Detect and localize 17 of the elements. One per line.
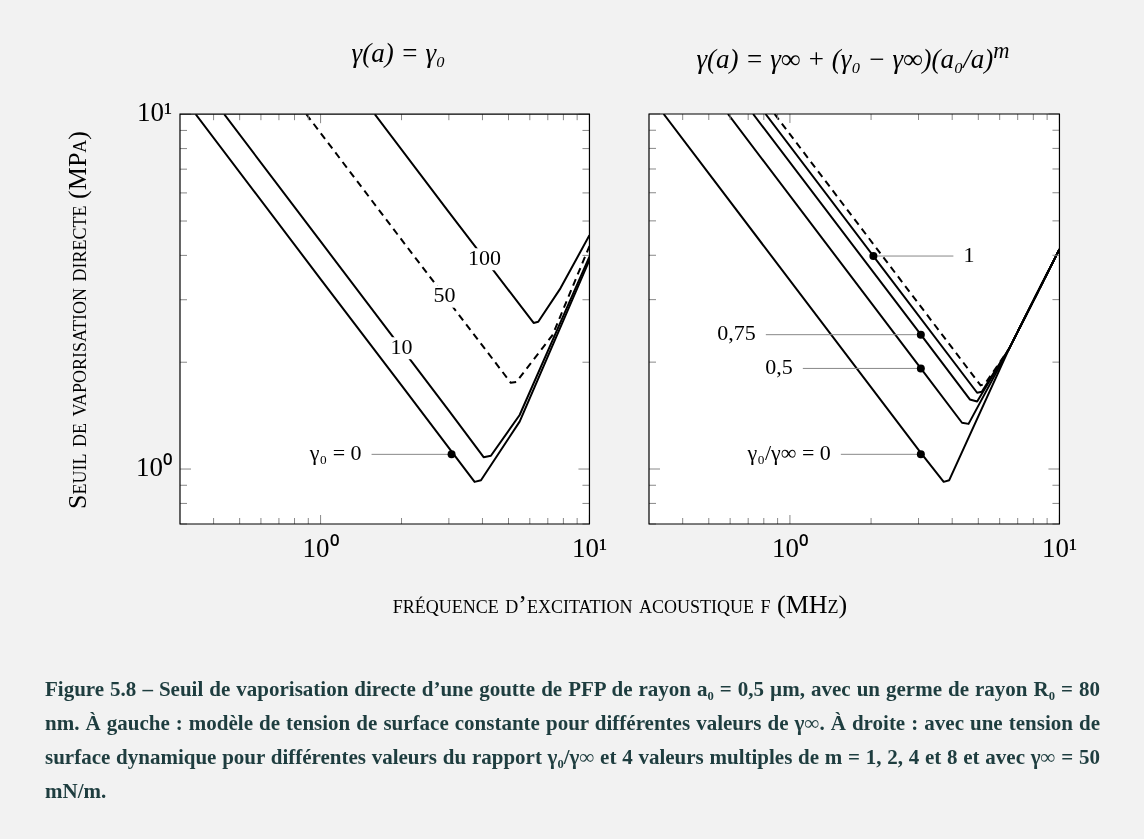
x-tick-label: 10⁰ bbox=[771, 533, 808, 564]
y-axis-title: Seuil de vaporisation directe (MPa) bbox=[62, 130, 93, 511]
x-tick-label: 10¹ bbox=[1041, 533, 1078, 564]
chart-title: γ(a) = γ₀ bbox=[350, 38, 447, 69]
annotation: 10 bbox=[390, 334, 413, 360]
annotation: γ₀ = 0 bbox=[308, 440, 362, 466]
annotation: 1 bbox=[963, 241, 975, 267]
x-axis-title: fréquence d’excitation acoustique f (MHz) bbox=[391, 590, 849, 620]
annotation: 100 bbox=[467, 245, 501, 271]
annotation: 0,5 bbox=[765, 354, 793, 380]
annotation: γ₀/γ∞ = 0 bbox=[746, 440, 831, 466]
caption: Figure 5.8 – Seuil de vaporisation directe d’une goutte de PFP de rayon a₀ = 0,5 µm, avec un germe de rayon R₀ = 80 nm. À gauche : modèle de tension de surface constante pour différentes valeurs de γ∞. À droite : avec une tension de surface dynamique pour différentes valeurs du rapport γ₀/γ∞ et 4 valeurs multiples de m = 1, 2, 4 et 8 et avec γ∞ = 50 mN/m. bbox=[45, 676, 1100, 805]
annotation: 0,75 bbox=[717, 320, 756, 346]
x-tick-label: 10¹ bbox=[571, 533, 608, 564]
chart-title: γ(a) = γ∞ + (γ₀ − γ∞)(a₀/a)$^{m}$ bbox=[695, 38, 1011, 75]
x-tick-label: 10⁰ bbox=[302, 533, 339, 564]
annotation: 50 bbox=[433, 282, 456, 308]
